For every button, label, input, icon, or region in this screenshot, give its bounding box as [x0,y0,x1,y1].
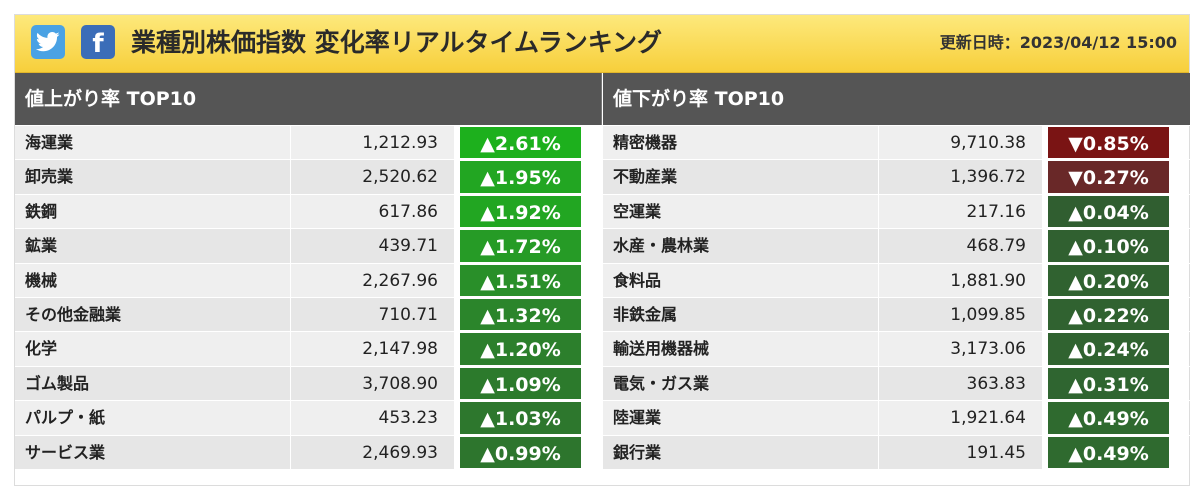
sector-name: 電気・ガス業 [603,366,879,401]
table-row: 水産・農林業 468.79 ▲0.10% [603,228,1190,263]
index-value: 1,212.93 [291,126,455,160]
updated-timestamp: 更新日時：2023/04/12 15:00 [939,33,1177,52]
change-badge: ▲0.22% [1047,297,1170,332]
table-row: パルプ・紙 453.23 ▲1.03% [15,400,602,435]
table-row: 銀行業 191.45 ▲0.49% [603,434,1190,469]
change-badge: ▲1.20% [459,332,582,366]
sector-name: ゴム製品 [15,366,291,401]
index-value: 1,881.90 [879,263,1043,297]
change-badge: ▲1.92% [459,194,582,229]
table-row: 鉱業 439.71 ▲1.72% [15,228,602,263]
sector-name: 鉄鋼 [15,194,291,229]
index-value: 3,173.06 [879,332,1043,366]
page-title: 業種別株価指数 変化率リアルタイムランキング [131,28,662,57]
change-badge: ▲0.31% [1047,366,1170,401]
index-value: 617.86 [291,194,455,229]
change-badge: ▲1.09% [459,366,582,401]
change-badge: ▲0.04% [1047,194,1170,229]
sector-name: 輸送用機器械 [603,332,879,366]
table-row: 卸売業 2,520.62 ▲1.95% [15,159,602,194]
index-value: 453.23 [291,401,455,435]
index-value: 3,708.90 [291,366,455,401]
gainers-panel: 値上がり率 TOP10 海運業 1,212.93 ▲2.61% 卸売業 2,520.62… [15,73,602,469]
sector-name: 機械 [15,263,291,297]
sector-name: 化学 [15,332,291,366]
sector-name: 食料品 [603,263,879,297]
table-row: 電気・ガス業 363.83 ▲0.31% [603,365,1190,401]
sector-name: その他金融業 [15,297,291,332]
ranking-widget: f 業種別株価指数 変化率リアルタイムランキング 更新日時：2023/04/12… [14,14,1190,486]
index-value: 2,147.98 [291,332,455,366]
change-badge: ▲1.51% [459,263,582,297]
change-badge: ▲0.10% [1047,229,1170,263]
index-value: 217.16 [879,194,1043,229]
table-row: 海運業 1,212.93 ▲2.61% [15,125,602,160]
table-row: 輸送用機器械 3,173.06 ▲0.24% [603,331,1190,366]
gainers-table: 海運業 1,212.93 ▲2.61% 卸売業 2,520.62 ▲1.95% 鉄鋼 617.… [15,125,602,469]
losers-table: 精密機器 9,710.38 ▼0.85% 不動産業 1,396.72 ▼0.27% 空運業 2… [603,125,1190,469]
index-value: 9,710.38 [879,126,1043,160]
change-badge: ▲0.24% [1047,332,1170,366]
table-row: 機械 2,267.96 ▲1.51% [15,262,602,297]
facebook-f-icon: f [92,29,104,59]
table-row: 不動産業 1,396.72 ▼0.27% [603,159,1190,194]
index-value: 1,396.72 [879,160,1043,194]
index-value: 363.83 [879,366,1043,401]
losers-heading: 値下がり率 TOP10 [603,73,1190,125]
change-badge: ▲0.99% [459,435,582,469]
widget-header: f 業種別株価指数 変化率リアルタイムランキング 更新日時：2023/04/12… [15,15,1189,73]
index-value: 2,267.96 [291,263,455,297]
index-value: 2,469.93 [291,435,455,469]
sector-name: サービス業 [15,435,291,469]
index-value: 1,921.64 [879,401,1043,435]
twitter-bird-icon [36,32,60,52]
change-badge: ▼0.85% [1047,126,1170,160]
change-badge: ▲0.20% [1047,263,1170,297]
sector-name: 海運業 [15,126,291,160]
sector-name: 鉱業 [15,229,291,263]
table-row: 鉄鋼 617.86 ▲1.92% [15,193,602,229]
table-row: 化学 2,147.98 ▲1.20% [15,331,602,366]
sector-name: 空運業 [603,194,879,229]
table-row: 精密機器 9,710.38 ▼0.85% [603,125,1190,160]
table-row: 空運業 217.16 ▲0.04% [603,193,1190,229]
gainers-heading: 値上がり率 TOP10 [15,73,602,125]
sector-name: 陸運業 [603,401,879,435]
index-value: 2,520.62 [291,160,455,194]
index-value: 191.45 [879,435,1043,469]
change-badge: ▲1.32% [459,297,582,332]
index-value: 1,099.85 [879,297,1043,332]
change-badge: ▲0.49% [1047,401,1170,435]
change-badge: ▲1.95% [459,160,582,194]
sector-name: 卸売業 [15,160,291,194]
table-row: 陸運業 1,921.64 ▲0.49% [603,400,1190,435]
sector-name: パルプ・紙 [15,401,291,435]
table-row: その他金融業 710.71 ▲1.32% [15,296,602,332]
sector-name: 水産・農林業 [603,229,879,263]
sector-name: 精密機器 [603,126,879,160]
change-badge: ▲1.72% [459,229,582,263]
index-value: 710.71 [291,297,455,332]
losers-panel: 値下がり率 TOP10 精密機器 9,710.38 ▼0.85% 不動産業 1,396.… [603,73,1190,469]
index-value: 439.71 [291,229,455,263]
sector-name: 銀行業 [603,435,879,469]
sector-name: 不動産業 [603,160,879,194]
index-value: 468.79 [879,229,1043,263]
sector-name: 非鉄金属 [603,297,879,332]
table-row: サービス業 2,469.93 ▲0.99% [15,434,602,469]
table-row: 非鉄金属 1,099.85 ▲0.22% [603,296,1190,332]
table-row: ゴム製品 3,708.90 ▲1.09% [15,365,602,401]
change-badge: ▼0.27% [1047,160,1170,194]
facebook-share-button[interactable]: f [81,25,115,59]
table-row: 食料品 1,881.90 ▲0.20% [603,262,1190,297]
change-badge: ▲2.61% [459,126,582,160]
change-badge: ▲0.49% [1047,435,1170,469]
twitter-share-button[interactable] [31,25,65,59]
change-badge: ▲1.03% [459,401,582,435]
